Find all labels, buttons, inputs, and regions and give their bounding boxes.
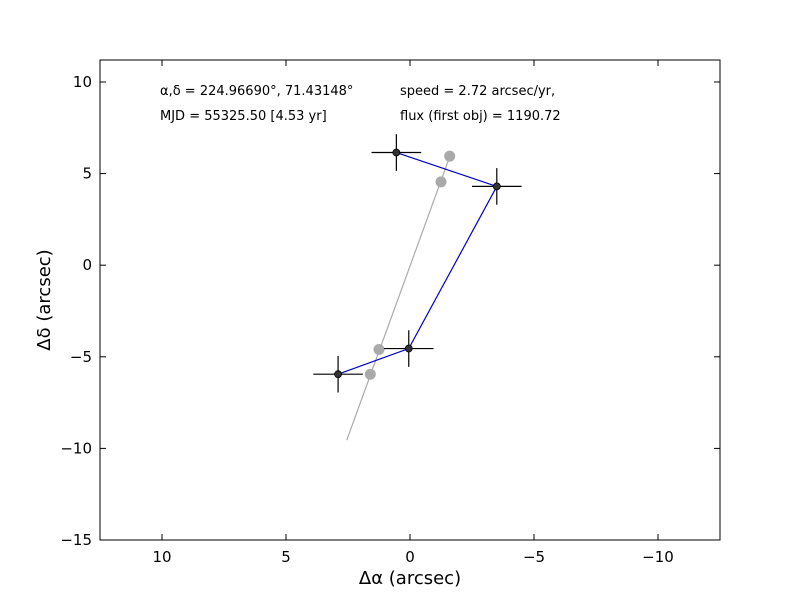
model-point	[435, 176, 447, 188]
plot-area	[99, 59, 721, 541]
y-tick-label: 5	[82, 165, 92, 183]
ticks-layer	[100, 60, 720, 541]
measured-point	[404, 344, 413, 353]
labels-layer: 10 5 0 −5 −10 10 5 0 −5 −10 −15	[60, 73, 673, 566]
model-point	[373, 343, 385, 355]
annotation-coords: α,δ = 224.96690°, 71.43148°	[160, 84, 353, 99]
measured-layer	[313, 134, 522, 393]
model-point	[444, 150, 456, 162]
y-tick-label: −15	[60, 531, 92, 549]
model-point	[364, 368, 376, 380]
annotation-speed: speed = 2.72 arcsec/yr,	[400, 84, 555, 99]
measured-track-line	[337, 151, 498, 375]
x-tick-label: 5	[281, 548, 291, 566]
x-tick-label: −5	[523, 548, 545, 566]
x-tick-label: −10	[642, 548, 674, 566]
y-tick-label: 0	[82, 256, 92, 274]
measured-point	[392, 148, 401, 157]
model-track-line	[346, 153, 452, 441]
x-tick-label: 10	[152, 548, 171, 566]
annotation-flux: flux (first obj) = 1190.72	[400, 109, 561, 124]
y-tick-label: −10	[60, 439, 92, 457]
y-tick-label: 10	[73, 73, 92, 91]
x-tick-label: 0	[405, 548, 415, 566]
measured-point	[334, 370, 342, 379]
model-layer	[346, 150, 456, 441]
measured-point	[492, 182, 501, 191]
x-axis-label: Δα (arcsec)	[359, 568, 461, 589]
annotation-mjd: MJD = 55325.50 [4.53 yr]	[160, 109, 327, 124]
y-axis-label: Δδ (arcsec)	[34, 249, 55, 350]
y-tick-label: −5	[70, 348, 92, 366]
